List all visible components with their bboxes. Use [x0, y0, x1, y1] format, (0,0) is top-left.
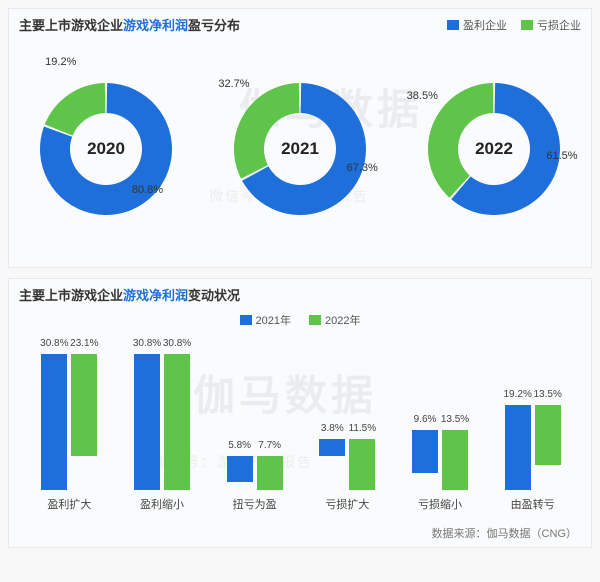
bar-value-label: 3.8% [321, 423, 344, 434]
bar: 30.8% [41, 354, 67, 490]
source-text: 数据来源：伽马数据（CNG） [432, 525, 577, 541]
donut-2022: 2022 38.5% 61.5% [409, 49, 579, 249]
bar-title-bar: 主要上市游戏企业 游戏净利润 变动状况 [9, 279, 591, 306]
bar-value-label: 13.5% [441, 414, 469, 425]
bar-value-label: 19.2% [503, 389, 531, 400]
bar-value-label: 7.7% [258, 440, 281, 451]
donut-year-label: 2020 [87, 139, 125, 159]
donut-year-label: 2022 [475, 139, 513, 159]
bar: 13.5% [442, 430, 468, 490]
donut-year-label: 2021 [281, 139, 319, 159]
legend-item: 亏损企业 [521, 17, 581, 33]
donut-title-bar: 主要上市游戏企业 游戏净利润 盈亏分布 盈利企业 亏损企业 [9, 9, 591, 36]
bar: 11.5% [349, 439, 375, 490]
bar-group: 30.8%30.8% [122, 354, 202, 490]
title-pre: 主要上市游戏企业 [19, 285, 123, 304]
bar-legend: 2021年 2022年 [9, 306, 591, 328]
bar-category-label: 亏损缩小 [400, 496, 480, 512]
bar-group: 9.6%13.5% [400, 430, 480, 490]
bar-category-label: 亏损扩大 [307, 496, 387, 512]
legend-swatch [447, 20, 459, 30]
bar: 3.8% [319, 439, 345, 456]
legend-label: 亏损企业 [537, 17, 581, 33]
bar-value-label: 30.8% [163, 338, 191, 349]
bar: 19.2% [505, 405, 531, 490]
title-post: 盈亏分布 [188, 15, 240, 34]
profit-pct: 67.3% [347, 162, 378, 174]
legend-label: 2021年 [256, 312, 291, 328]
loss-pct: 19.2% [45, 56, 76, 68]
bar-area: 伽马数据 微信号：游戏产业报告 30.8%23.1%盈利扩大30.8%30.8%… [23, 332, 577, 512]
bar: 7.7% [257, 456, 283, 490]
profit-pct: 80.8% [132, 184, 163, 196]
profit-pct: 61.5% [546, 150, 577, 162]
legend-item: 2022年 [309, 312, 360, 328]
title-accent: 游戏净利润 [123, 15, 188, 34]
bar-category-label: 由盈转亏 [493, 496, 573, 512]
donut-2021: 2021 32.7% 67.3% [215, 49, 385, 249]
bar-panel: 主要上市游戏企业 游戏净利润 变动状况 2021年2022年 伽马数据 微信号：… [8, 278, 592, 548]
bar-group: 3.8%11.5% [307, 439, 387, 490]
bar-value-label: 30.8% [40, 338, 68, 349]
bar-category-label: 盈利扩大 [29, 496, 109, 512]
donut-panel: 主要上市游戏企业 游戏净利润 盈亏分布 盈利企业亏损企业 伽马数据 微信号：游戏… [8, 8, 592, 268]
legend-label: 2022年 [325, 312, 360, 328]
bar-value-label: 5.8% [228, 440, 251, 451]
bar: 23.1% [71, 354, 97, 456]
title-post: 变动状况 [188, 285, 240, 304]
bar: 30.8% [134, 354, 160, 490]
legend-label: 盈利企业 [463, 17, 507, 33]
bar-category-label: 盈利缩小 [122, 496, 202, 512]
bar-value-label: 11.5% [349, 423, 377, 434]
donut-row: 伽马数据 微信号：游戏产业报告 202019.2%80.8%202132.7%6… [9, 36, 591, 256]
legend-item: 盈利企业 [447, 17, 507, 33]
bar: 30.8% [164, 354, 190, 490]
bar-group: 19.2%13.5% [493, 405, 573, 490]
bar: 5.8% [227, 456, 253, 482]
title-pre: 主要上市游戏企业 [19, 15, 123, 34]
bar-category-label: 扭亏为盈 [215, 496, 295, 512]
bar-group: 5.8%7.7% [215, 456, 295, 490]
title-accent: 游戏净利润 [123, 285, 188, 304]
legend-swatch [240, 315, 252, 325]
bar-value-label: 30.8% [133, 338, 161, 349]
bar: 9.6% [412, 430, 438, 472]
bar-value-label: 13.5% [533, 389, 561, 400]
bar-value-label: 23.1% [70, 338, 98, 349]
bar-group: 30.8%23.1% [29, 354, 109, 490]
legend-swatch [309, 315, 321, 325]
legend-swatch [521, 20, 533, 30]
bar: 13.5% [535, 405, 561, 465]
donut-2020: 2020 19.2% 80.8% [21, 49, 191, 249]
loss-pct: 32.7% [218, 78, 249, 90]
watermark-main: 伽马数据 [193, 362, 377, 423]
donut-legend: 盈利企业 亏损企业 [447, 17, 581, 33]
bar-value-label: 9.6% [414, 414, 437, 425]
legend-item: 2021年 [240, 312, 291, 328]
loss-pct: 38.5% [407, 90, 438, 102]
